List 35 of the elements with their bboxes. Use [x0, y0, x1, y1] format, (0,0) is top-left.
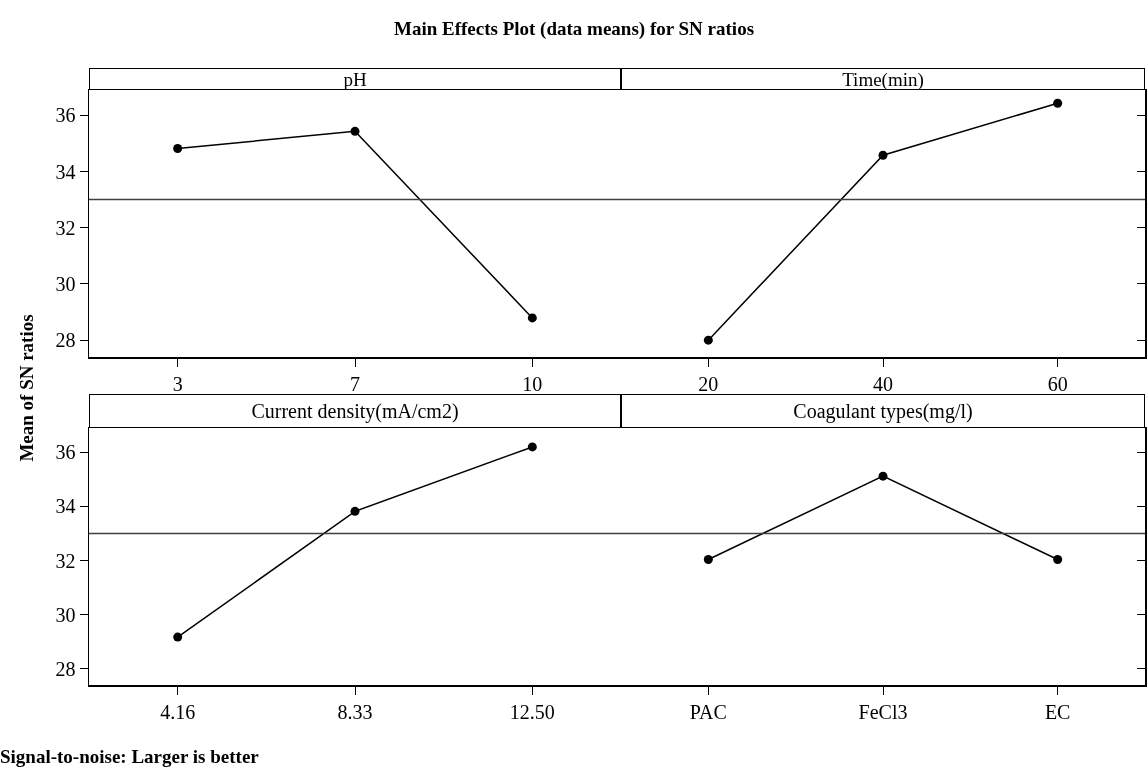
y-tick-label: 32 — [55, 549, 76, 572]
y-tick-label: 30 — [55, 272, 76, 295]
point — [173, 143, 183, 153]
point — [350, 506, 360, 516]
y-tick-label: 28 — [55, 657, 76, 680]
y-tick-label: 34 — [55, 495, 76, 518]
x-tick-label: 3 — [172, 372, 183, 395]
y-tick-label: 36 — [55, 441, 76, 464]
x-tick-label: PAC — [689, 700, 727, 723]
chart-title: Coagulant types(mg/l) — [793, 400, 973, 422]
y-tick-label: 30 — [55, 603, 76, 626]
chart-title: Time(min) — [842, 68, 924, 90]
y-tick-label: 36 — [55, 104, 76, 127]
x-tick-label: 40 — [873, 372, 893, 395]
text: Signal-to-noise: Larger is better — [0, 746, 259, 768]
x-tick-label: 8.33 — [337, 700, 373, 723]
x-tick-label: 7 — [350, 372, 360, 395]
y-tick-label: 34 — [55, 160, 76, 183]
x-tick-label: 10 — [522, 372, 543, 395]
x-tick-label: 20 — [698, 372, 719, 395]
x-tick-label: 12.50 — [509, 700, 555, 723]
point — [350, 126, 360, 136]
x-tick-label: EC — [1044, 700, 1071, 723]
y-tick-label: 32 — [55, 216, 76, 239]
y-axis-title: Mean of SN ratios — [16, 314, 38, 462]
x-tick-label: FeCl3 — [858, 700, 908, 723]
chart-title: Current density(mA/cm2) — [251, 400, 459, 422]
text: Main Effects Plot (data means) for SN ratios — [393, 18, 755, 40]
x-tick-label: 4.16 — [160, 700, 196, 723]
y-tick-label: 28 — [55, 329, 76, 352]
x-tick-label: 60 — [1047, 372, 1068, 395]
point — [527, 313, 537, 323]
chart-title: pH — [343, 68, 367, 90]
point — [527, 442, 537, 452]
point — [173, 632, 183, 642]
